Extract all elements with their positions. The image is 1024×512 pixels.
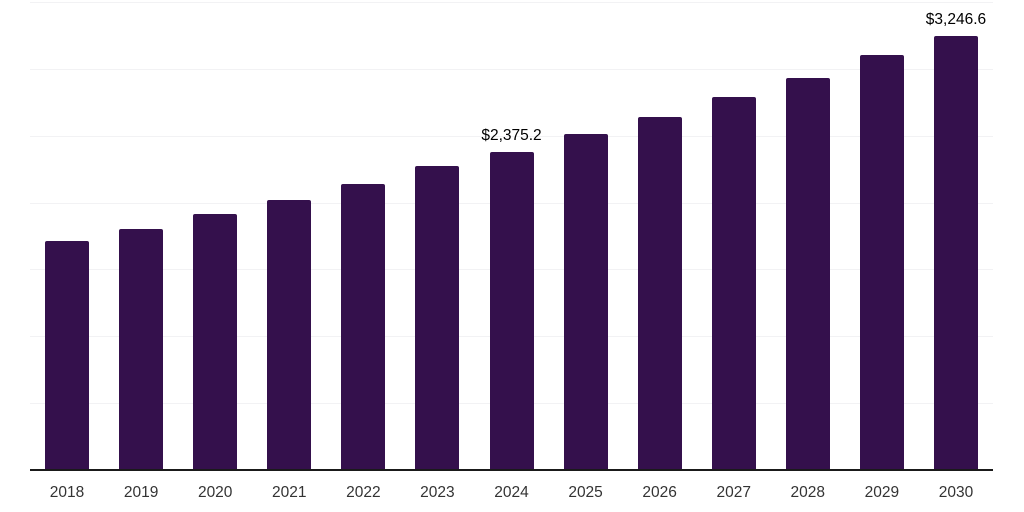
- bar-2018: [45, 241, 90, 470]
- bar-2026: [637, 116, 682, 470]
- bar-2025: [563, 133, 608, 470]
- x-axis-line: [30, 469, 993, 471]
- bar-2024: [489, 152, 534, 470]
- gridline-2500: [30, 135, 993, 137]
- x-tick-label-2028: 2028: [790, 484, 826, 501]
- x-tick-label-2019: 2019: [123, 484, 159, 501]
- bar-2021: [267, 199, 312, 470]
- bar-2020: [193, 213, 238, 470]
- x-tick-label-2023: 2023: [420, 484, 455, 501]
- bar-2019: [119, 228, 164, 470]
- x-tick-label-2021: 2021: [272, 484, 307, 501]
- x-tick-label-2025: 2025: [568, 484, 603, 501]
- x-tick-label-2026: 2026: [642, 484, 677, 501]
- bar-2029: [859, 54, 904, 470]
- x-tick-label-2022: 2022: [346, 484, 381, 501]
- bar-2027: [711, 96, 756, 470]
- x-tick-label-2024: 2024: [494, 484, 529, 501]
- bar-2028: [785, 78, 830, 470]
- x-tick-label-2018: 2018: [49, 484, 85, 501]
- value-label-2030: $3,246.6: [925, 10, 987, 28]
- gridline-3000: [30, 68, 993, 70]
- bar-2022: [341, 183, 386, 470]
- gridline-3500: [30, 2, 993, 3]
- x-tick-label-2030: 2030: [938, 484, 974, 501]
- bar-2023: [415, 166, 460, 470]
- x-tick-label-2020: 2020: [197, 484, 233, 501]
- x-tick-label-2029: 2029: [864, 484, 900, 501]
- bar-2030: [933, 35, 978, 470]
- value-label-2024: $2,375.2: [481, 127, 542, 145]
- x-tick-label-2027: 2027: [716, 484, 751, 501]
